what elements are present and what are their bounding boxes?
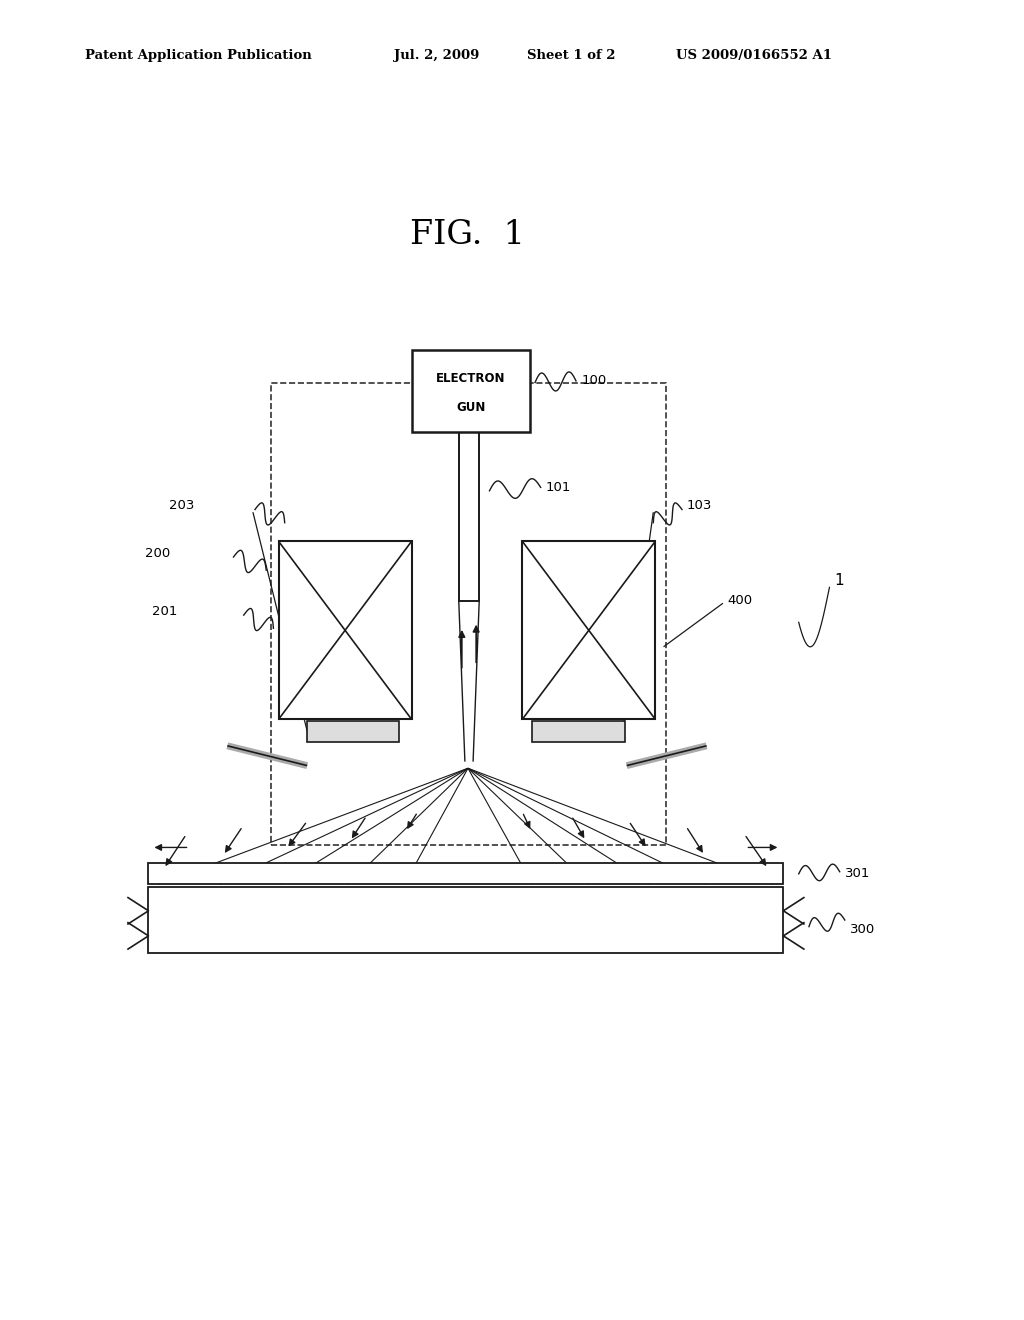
Bar <box>522 541 655 719</box>
Text: GUN: GUN <box>457 400 485 413</box>
Bar <box>412 350 530 432</box>
Bar <box>279 541 412 719</box>
Text: Jul. 2, 2009: Jul. 2, 2009 <box>394 49 479 62</box>
Bar <box>307 721 399 742</box>
Text: 400: 400 <box>727 594 753 607</box>
Bar <box>459 432 479 601</box>
Text: Sheet 1 of 2: Sheet 1 of 2 <box>527 49 615 62</box>
Text: 201: 201 <box>152 605 177 618</box>
Text: Patent Application Publication: Patent Application Publication <box>85 49 311 62</box>
Text: 101: 101 <box>546 480 571 494</box>
Text: US 2009/0166552 A1: US 2009/0166552 A1 <box>676 49 831 62</box>
Text: 300: 300 <box>850 924 876 936</box>
Text: ELECTRON: ELECTRON <box>436 372 506 385</box>
Text: 103: 103 <box>686 499 712 512</box>
Text: FIG.  1: FIG. 1 <box>410 219 524 251</box>
Text: 203: 203 <box>169 499 195 512</box>
Text: 100: 100 <box>582 375 606 387</box>
Bar <box>532 721 625 742</box>
Bar <box>271 383 666 845</box>
Text: 301: 301 <box>845 867 870 880</box>
Bar <box>148 887 783 953</box>
Text: 1: 1 <box>835 573 844 589</box>
Text: 200: 200 <box>145 546 171 560</box>
Bar <box>148 863 783 884</box>
